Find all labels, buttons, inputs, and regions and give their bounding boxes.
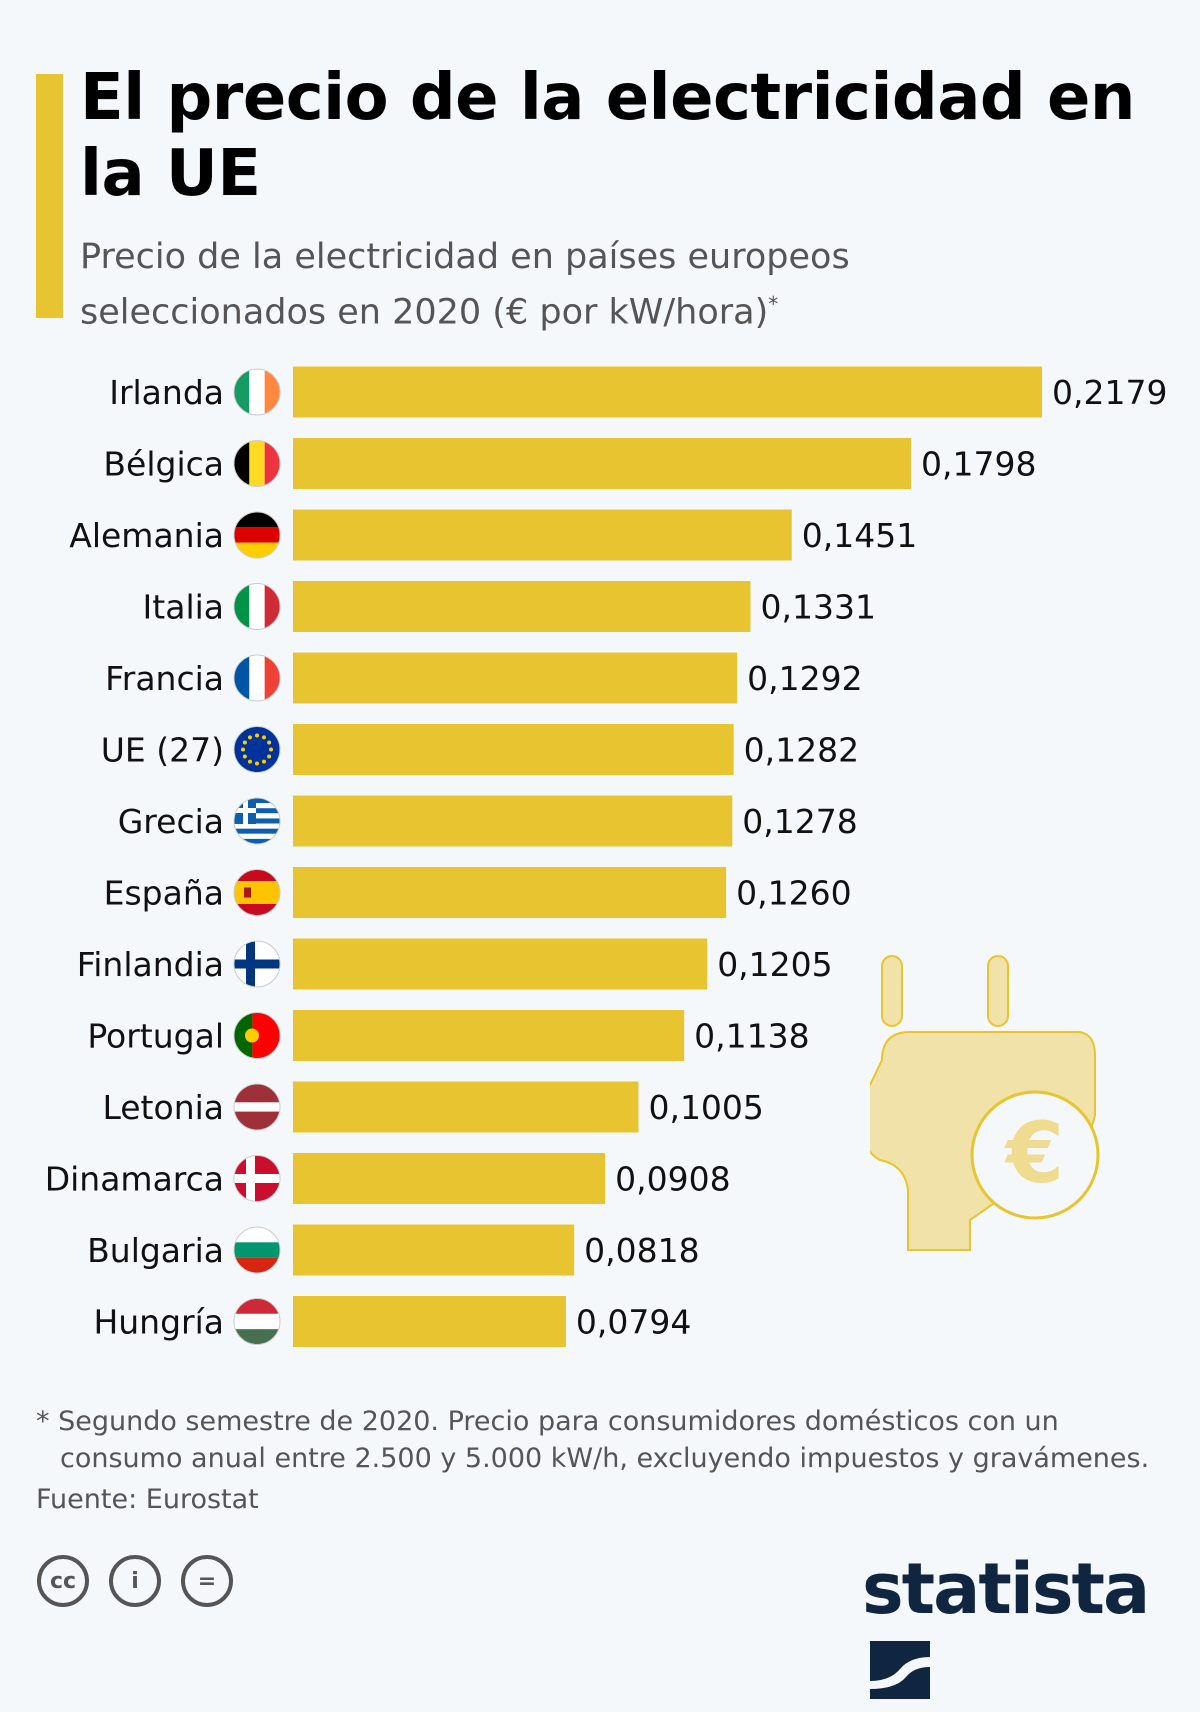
flag-fi-icon xyxy=(233,940,281,988)
value-label: 0,1138 xyxy=(694,1017,809,1056)
bar xyxy=(293,938,708,990)
flag-eu-icon xyxy=(233,726,281,773)
bar-row: Grecia 0,1278 xyxy=(118,795,858,847)
flag-de-icon xyxy=(233,511,281,559)
bar xyxy=(293,581,751,632)
svg-text:€: € xyxy=(1004,1104,1064,1202)
category-label: España xyxy=(104,874,224,913)
value-label: 0,1798 xyxy=(921,445,1036,484)
bar xyxy=(293,867,727,918)
flag-gr-icon xyxy=(233,797,281,845)
cc-icon[interactable]: cc xyxy=(37,1555,89,1607)
bar-row: Alemania 0,1451 xyxy=(69,509,917,561)
bar-row: Hungría 0,0794 xyxy=(93,1296,691,1347)
bar-row: Bulgaria 0,0818 xyxy=(87,1224,700,1276)
value-label: 0,1292 xyxy=(747,659,862,698)
flag-pt-icon xyxy=(233,1012,281,1059)
subtitle-text: Precio de la electricidad en países euro… xyxy=(80,237,850,333)
category-label: Bulgaria xyxy=(87,1231,224,1270)
subtitle-footnote-mark: * xyxy=(768,292,779,316)
bar-chart: Irlanda 0,2179 Bélgica 0,1798 Alemania 0,1451… xyxy=(45,366,1167,1347)
bar-row: Italia 0,1331 xyxy=(143,581,876,632)
flag-bg-icon xyxy=(233,1226,281,1274)
flag-es-icon xyxy=(233,869,281,916)
bar xyxy=(293,1153,606,1204)
flag-it-icon xyxy=(233,583,281,630)
category-label: Grecia xyxy=(118,802,224,841)
source-text: Fuente: Eurostat xyxy=(36,1484,259,1515)
category-label: Finlandia xyxy=(77,945,224,984)
flag-fr-icon xyxy=(233,654,281,702)
category-label: Francia xyxy=(105,659,224,698)
value-label: 0,0794 xyxy=(576,1303,691,1342)
footnote-line-1: * Segundo semestre de 2020. Precio para … xyxy=(36,1406,1059,1437)
bar xyxy=(293,652,738,704)
bar xyxy=(293,509,792,561)
flag-be-icon xyxy=(233,440,281,487)
statista-wordmark: statista xyxy=(862,1548,1150,1630)
category-label: UE (27) xyxy=(101,731,224,770)
chart-subtitle: Precio de la electricidad en países euro… xyxy=(80,234,1080,337)
category-label: Portugal xyxy=(87,1017,224,1056)
bar-row: Finlandia 0,1205 xyxy=(77,938,833,990)
flag-ie-icon xyxy=(233,368,281,416)
category-label: Irlanda xyxy=(109,373,224,412)
category-label: Italia xyxy=(143,588,224,627)
no-derivatives-icon[interactable]: = xyxy=(181,1555,233,1607)
attribution-icon[interactable]: i xyxy=(109,1555,161,1607)
flag-hu-icon xyxy=(233,1298,281,1345)
value-label: 0,1331 xyxy=(761,588,876,627)
value-label: 0,1278 xyxy=(742,802,857,841)
footnote-line-2: consumo anual entre 2.500 y 5.000 kW/h, … xyxy=(60,1443,1150,1474)
category-label: Letonia xyxy=(102,1088,224,1127)
bar xyxy=(293,438,912,489)
bar xyxy=(293,1081,639,1133)
bar xyxy=(293,795,733,847)
bar-row: Dinamarca 0,0908 xyxy=(45,1153,731,1204)
category-label: Bélgica xyxy=(103,445,224,484)
bar-row: España 0,1260 xyxy=(104,867,852,918)
chart-title: El precio de la electricidad en la UE xyxy=(80,61,1135,211)
value-label: 0,1282 xyxy=(744,731,859,770)
title-accent-bar xyxy=(36,74,63,318)
value-label: 0,1260 xyxy=(736,874,851,913)
bar-row: UE (27) 0,1282 xyxy=(101,724,859,775)
category-label: Dinamarca xyxy=(45,1160,224,1199)
bar-row: Irlanda 0,2179 xyxy=(109,366,1167,418)
statista-logo[interactable]: statista xyxy=(862,1548,1200,1712)
plug-euro-icon: € xyxy=(870,955,1100,1251)
bar-row: Portugal 0,1138 xyxy=(87,1010,810,1061)
bar xyxy=(293,1010,685,1061)
bar xyxy=(293,1296,566,1347)
value-label: 0,1451 xyxy=(802,516,917,555)
value-label: 0,0818 xyxy=(584,1231,699,1270)
value-label: 0,0908 xyxy=(615,1160,730,1199)
bar xyxy=(293,1224,575,1276)
category-label: Hungría xyxy=(93,1303,224,1342)
bar xyxy=(293,366,1042,418)
bar xyxy=(293,724,734,775)
footnote: * Segundo semestre de 2020. Precio para … xyxy=(36,1403,1176,1477)
value-label: 0,1005 xyxy=(648,1088,763,1127)
category-label: Alemania xyxy=(69,516,224,555)
bar-row: Letonia 0,1005 xyxy=(102,1081,764,1133)
value-label: 0,2179 xyxy=(1052,373,1167,412)
bar-row: Bélgica 0,1798 xyxy=(103,438,1037,489)
bar-row: Francia 0,1292 xyxy=(105,652,863,704)
flag-lv-icon xyxy=(233,1083,281,1131)
value-label: 0,1205 xyxy=(717,945,832,984)
flag-dk-icon xyxy=(233,1155,281,1202)
